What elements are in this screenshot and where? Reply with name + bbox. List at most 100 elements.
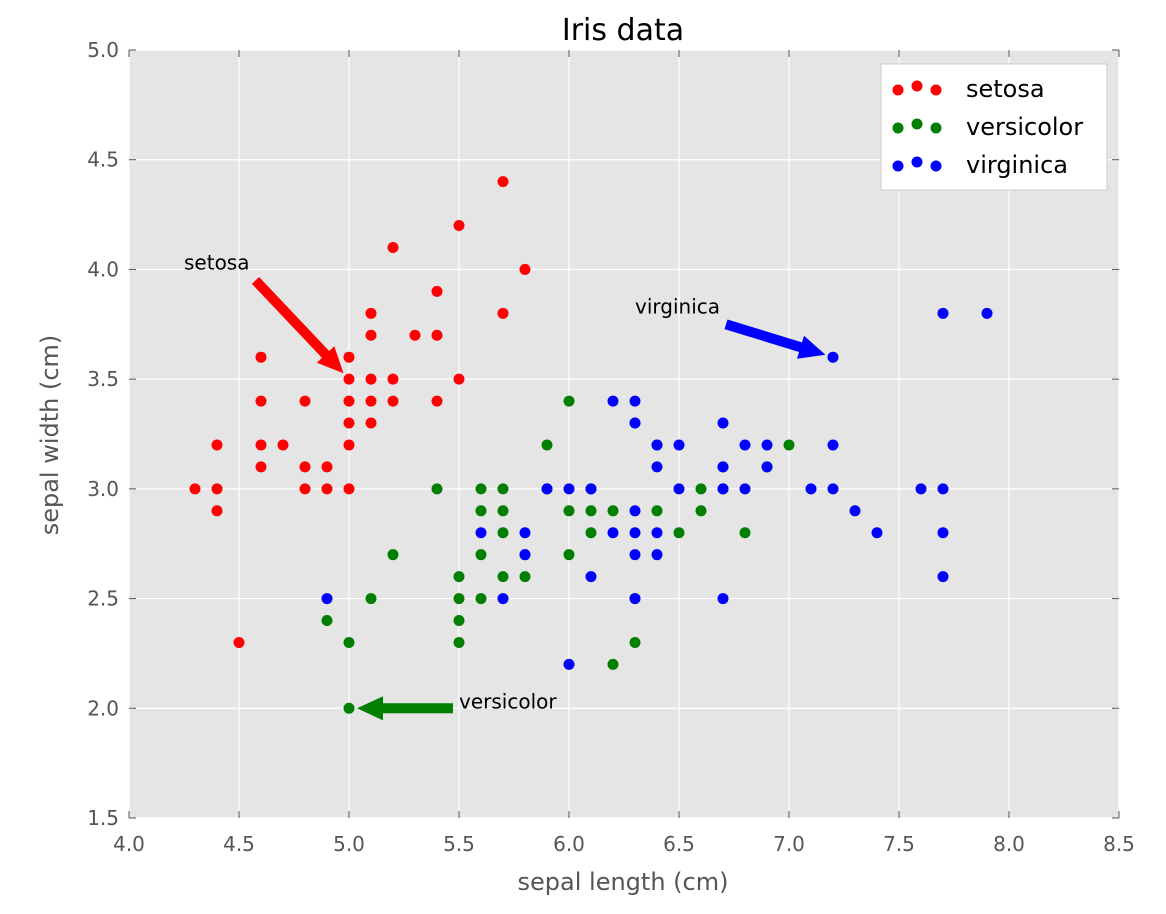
virginica-point bbox=[739, 483, 751, 495]
setosa-point bbox=[321, 483, 333, 495]
x-axis-label: sepal length (cm) bbox=[518, 868, 729, 896]
legend-entry-setosa: setosa bbox=[892, 75, 1045, 103]
versicolor-point bbox=[497, 527, 509, 539]
versicolor-point bbox=[739, 527, 751, 539]
legend: setosa versicolor virginica bbox=[880, 63, 1108, 191]
virginica-point bbox=[673, 439, 685, 451]
versicolor-point bbox=[453, 593, 465, 605]
y-tick-label: 4.5 bbox=[87, 148, 119, 172]
versicolor-point bbox=[387, 549, 399, 561]
virginica-point bbox=[937, 483, 949, 495]
versicolor-point bbox=[343, 702, 355, 714]
setosa-point bbox=[343, 439, 355, 451]
versicolor-point bbox=[497, 505, 509, 517]
legend-marker bbox=[892, 84, 904, 96]
versicolor-point bbox=[563, 505, 575, 517]
setosa-series bbox=[189, 176, 531, 648]
setosa-point bbox=[431, 329, 443, 341]
setosa-point bbox=[365, 329, 377, 341]
setosa-point bbox=[277, 439, 289, 451]
virginica-point bbox=[651, 439, 663, 451]
legend-label: versicolor bbox=[966, 113, 1083, 141]
virginica-point bbox=[937, 571, 949, 583]
setosa-point bbox=[255, 439, 267, 451]
virginica-point bbox=[541, 483, 553, 495]
setosa-point bbox=[365, 417, 377, 429]
setosa-point bbox=[299, 395, 311, 407]
versicolor-point bbox=[497, 571, 509, 583]
versicolor-point bbox=[475, 483, 487, 495]
versicolor-point bbox=[695, 505, 707, 517]
virginica-point bbox=[475, 527, 487, 539]
y-tick-label: 3.5 bbox=[87, 367, 119, 391]
virginica-point bbox=[629, 593, 641, 605]
y-tick-label: 1.5 bbox=[87, 806, 119, 830]
virginica-point bbox=[673, 483, 685, 495]
versicolor-point bbox=[321, 615, 333, 627]
annotation-arrow bbox=[357, 696, 453, 721]
legend-label: virginica bbox=[966, 151, 1068, 179]
versicolor-point bbox=[475, 593, 487, 605]
virginica-point bbox=[761, 439, 773, 451]
virginica-point bbox=[871, 527, 883, 539]
legend-marker bbox=[911, 80, 923, 92]
virginica-point bbox=[651, 461, 663, 473]
virginica-point bbox=[981, 307, 993, 319]
legend-marker bbox=[892, 160, 904, 172]
setosa-point bbox=[255, 351, 267, 363]
y-tick-label: 2.5 bbox=[87, 587, 119, 611]
virginica-point bbox=[629, 417, 641, 429]
virginica-point bbox=[607, 527, 619, 539]
setosa-point bbox=[299, 483, 311, 495]
x-tick-label: 4.5 bbox=[223, 832, 255, 856]
versicolor-point bbox=[453, 615, 465, 627]
virginica-point bbox=[629, 527, 641, 539]
virginica-point bbox=[497, 593, 509, 605]
versicolor-point bbox=[453, 571, 465, 583]
versicolor-point bbox=[651, 505, 663, 517]
versicolor-point bbox=[453, 636, 465, 648]
setosa-point bbox=[387, 373, 399, 385]
virginica-point bbox=[651, 527, 663, 539]
versicolor-point bbox=[497, 483, 509, 495]
setosa-point bbox=[453, 373, 465, 385]
chart-title: Iris data bbox=[562, 13, 684, 48]
versicolor-point bbox=[607, 505, 619, 517]
versicolor-point bbox=[695, 483, 707, 495]
setosa-point bbox=[255, 461, 267, 473]
setosa-point bbox=[497, 176, 509, 188]
y-tick-label: 4.0 bbox=[87, 257, 119, 281]
x-tick-label: 5.0 bbox=[333, 832, 365, 856]
x-tick-label: 8.5 bbox=[1103, 832, 1135, 856]
virginica-point bbox=[717, 417, 729, 429]
x-tick-label: 6.0 bbox=[553, 832, 585, 856]
setosa-point bbox=[233, 636, 245, 648]
virginica-point bbox=[629, 395, 641, 407]
versicolor-point bbox=[563, 395, 575, 407]
virginica-point bbox=[717, 461, 729, 473]
virginica-point bbox=[739, 439, 751, 451]
virginica-point bbox=[849, 505, 861, 517]
virginica-point bbox=[915, 483, 927, 495]
axis-ticks: 4.0 4.5 5.0 5.5 6.0 6.5 7.0 7.5 8.0 8.5 1.5 2.0 2.5 3… bbox=[87, 38, 1135, 856]
virginica-point bbox=[717, 593, 729, 605]
legend-marker bbox=[930, 84, 942, 96]
virginica-point bbox=[651, 549, 663, 561]
versicolor-point bbox=[783, 439, 795, 451]
legend-marker bbox=[930, 122, 942, 134]
annotation-label: setosa bbox=[184, 250, 249, 274]
x-tick-label: 7.5 bbox=[883, 832, 915, 856]
versicolor-point bbox=[585, 527, 597, 539]
setosa-point bbox=[343, 395, 355, 407]
setosa-point bbox=[387, 241, 399, 253]
annotation-label: versicolor bbox=[459, 689, 557, 713]
y-tick-label: 2.0 bbox=[87, 696, 119, 720]
y-tick-label: 5.0 bbox=[87, 38, 119, 62]
setosa-point bbox=[365, 307, 377, 319]
versicolor-point bbox=[629, 636, 641, 648]
setosa-point bbox=[211, 439, 223, 451]
setosa-point bbox=[343, 483, 355, 495]
setosa-point bbox=[211, 505, 223, 517]
y-axis-label: sepal width (cm) bbox=[36, 335, 64, 536]
